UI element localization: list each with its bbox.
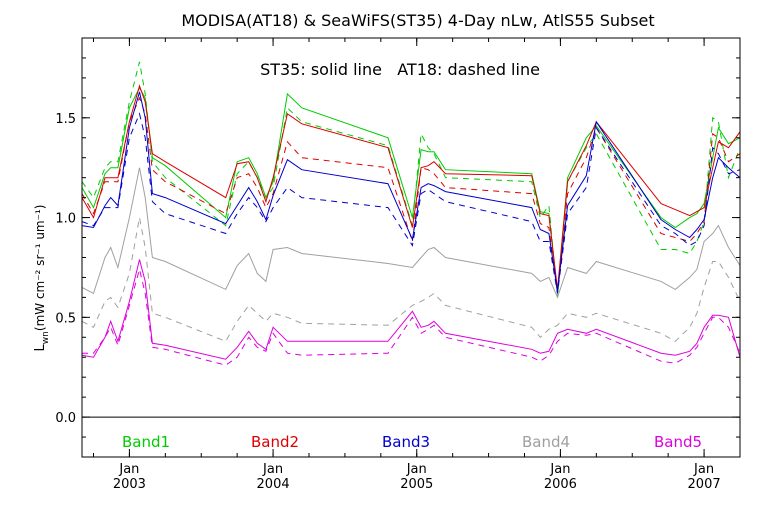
series-band5-at18-line bbox=[82, 267, 741, 366]
y-tick-label: 1.0 bbox=[55, 212, 76, 227]
x-tick-label-month: Jan bbox=[406, 462, 427, 477]
chart-title: MODISA(AT18) & SeaWiFS(ST35) 4-Day nLw, … bbox=[181, 11, 654, 30]
y-tick-label: 0.0 bbox=[55, 411, 76, 426]
series-band2-st35-line bbox=[81, 84, 741, 290]
legend-band4: Band4 bbox=[522, 433, 570, 451]
series-band3-at18-line bbox=[81, 112, 741, 294]
x-tick-label-year: 2005 bbox=[400, 477, 433, 492]
y-axis-label: Lwn(mW cm⁻² sr⁻¹ um⁻¹) bbox=[33, 205, 51, 352]
legend-band1: Band1 bbox=[122, 433, 170, 451]
x-tick-label-year: 2004 bbox=[257, 477, 290, 492]
series-band5-st35-line bbox=[81, 259, 741, 360]
legend-band3: Band3 bbox=[382, 433, 430, 451]
series-band1-at18-line bbox=[81, 61, 741, 298]
plot-frame bbox=[81, 37, 741, 458]
x-tick-label-month: Jan bbox=[693, 462, 714, 477]
legend-band2: Band2 bbox=[251, 433, 299, 451]
x-tick-label-year: 2007 bbox=[688, 477, 721, 492]
y-tick-label: 1.5 bbox=[55, 112, 76, 127]
legend: Band1 Band2 Band3 Band4 Band5 bbox=[122, 433, 702, 451]
y-tick-label: 0.5 bbox=[55, 311, 76, 326]
series-band4-at18-line bbox=[81, 217, 741, 342]
y-axis-label-text: Lwn(mW cm⁻² sr⁻¹ um⁻¹) bbox=[33, 205, 51, 352]
line-style-annotation: ST35: solid line AT18: dashed line bbox=[260, 60, 540, 79]
x-tick-label-month: Jan bbox=[262, 462, 283, 477]
x-tick-label-year: 2003 bbox=[113, 477, 146, 492]
legend-band5: Band5 bbox=[654, 433, 702, 451]
x-tick-label-month: Jan bbox=[549, 462, 570, 477]
series-band3-st35-line bbox=[81, 91, 741, 292]
plot-series bbox=[81, 61, 741, 366]
y-axis-ticks: 0.0 0.5 1.0 1.5 bbox=[55, 37, 740, 458]
y-axis-units: (mW cm⁻² sr⁻¹ um⁻¹) bbox=[33, 205, 47, 332]
x-tick-label-year: 2006 bbox=[544, 477, 577, 492]
series-band4-st35-line bbox=[81, 167, 741, 299]
x-tick-label-month: Jan bbox=[118, 462, 139, 477]
